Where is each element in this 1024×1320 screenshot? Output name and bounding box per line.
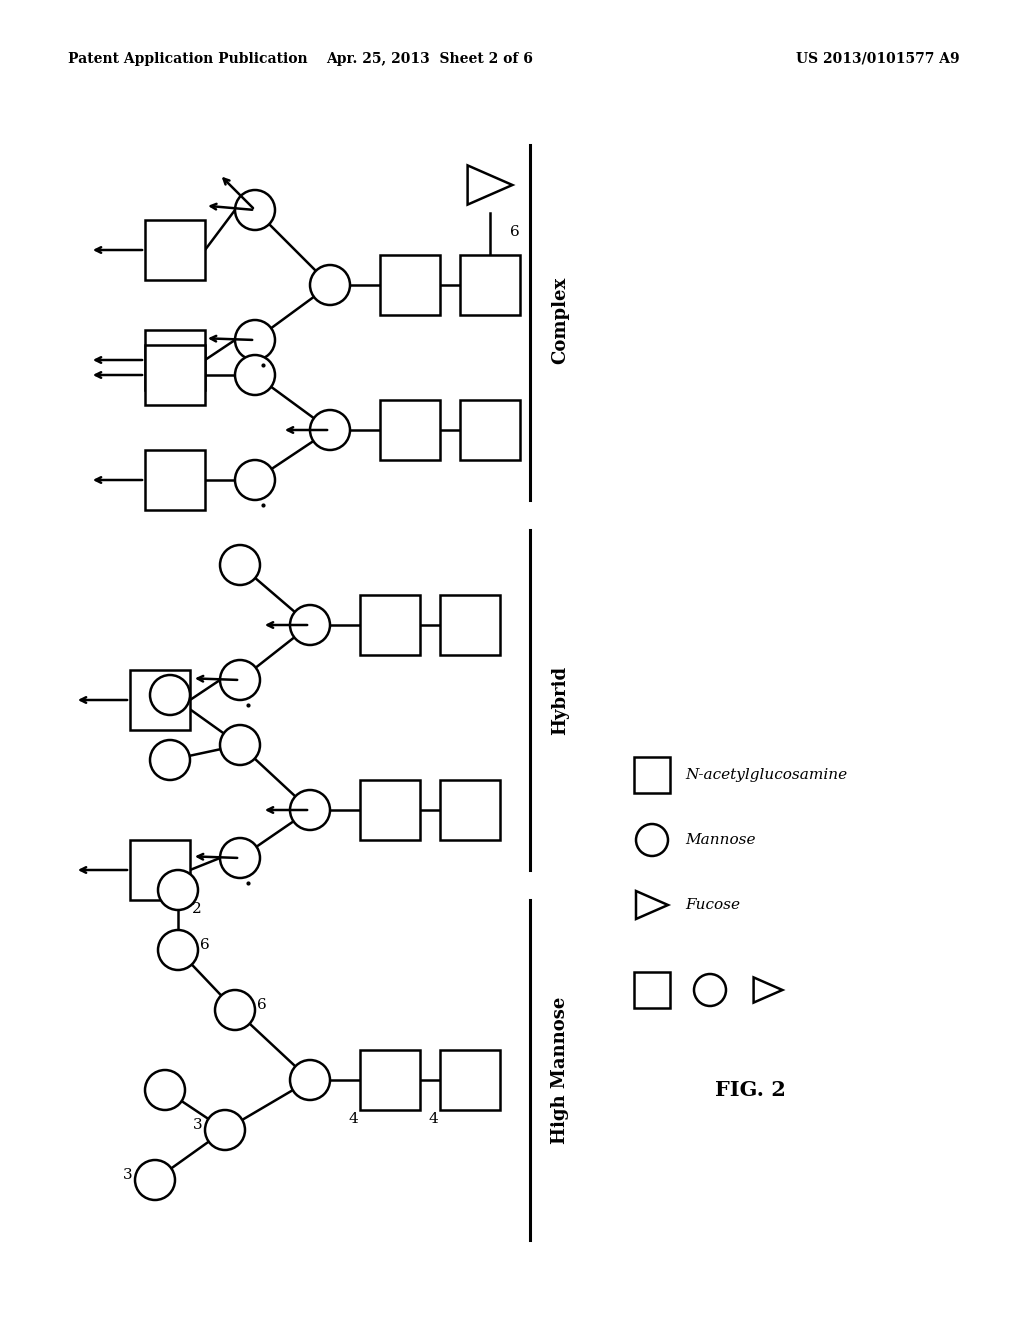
Circle shape	[158, 870, 198, 909]
Bar	[360, 780, 420, 840]
Circle shape	[290, 789, 330, 830]
Text: FIG. 2: FIG. 2	[715, 1080, 785, 1100]
Bar	[360, 1049, 420, 1110]
Text: 3: 3	[194, 1118, 203, 1133]
Bar	[440, 1049, 500, 1110]
Bar	[440, 780, 500, 840]
Circle shape	[205, 1110, 245, 1150]
Circle shape	[234, 355, 275, 395]
Text: 6: 6	[510, 224, 520, 239]
Polygon shape	[468, 165, 512, 205]
Text: N-acetylglucosamine: N-acetylglucosamine	[685, 768, 847, 781]
Polygon shape	[636, 891, 668, 919]
Circle shape	[215, 990, 255, 1030]
Circle shape	[220, 838, 260, 878]
Bar	[460, 400, 520, 459]
Bar	[380, 400, 440, 459]
Text: Patent Application Publication: Patent Application Publication	[68, 51, 307, 66]
Text: Complex: Complex	[551, 276, 569, 363]
Bar	[634, 972, 670, 1008]
Text: Mannose: Mannose	[685, 833, 756, 847]
Bar	[460, 255, 520, 315]
Circle shape	[310, 411, 350, 450]
Circle shape	[234, 190, 275, 230]
Text: 3: 3	[123, 1168, 133, 1181]
Circle shape	[310, 265, 350, 305]
Bar	[440, 595, 500, 655]
Polygon shape	[754, 977, 782, 1003]
Text: High Mannose: High Mannose	[551, 997, 569, 1143]
Circle shape	[158, 931, 198, 970]
Bar	[145, 450, 205, 510]
Text: 6: 6	[257, 998, 266, 1012]
Circle shape	[150, 675, 190, 715]
Circle shape	[220, 660, 260, 700]
Circle shape	[290, 1060, 330, 1100]
Bar	[145, 330, 205, 389]
Bar	[360, 595, 420, 655]
Text: Apr. 25, 2013  Sheet 2 of 6: Apr. 25, 2013 Sheet 2 of 6	[327, 51, 534, 66]
Text: US 2013/0101577 A9: US 2013/0101577 A9	[797, 51, 961, 66]
Circle shape	[135, 1160, 175, 1200]
Text: 2: 2	[193, 902, 202, 916]
Bar	[380, 255, 440, 315]
Circle shape	[220, 545, 260, 585]
Circle shape	[220, 725, 260, 766]
Text: Fucose: Fucose	[685, 898, 740, 912]
Circle shape	[234, 459, 275, 500]
Circle shape	[694, 974, 726, 1006]
Circle shape	[636, 824, 668, 855]
Bar	[145, 345, 205, 405]
Text: 4: 4	[428, 1111, 438, 1126]
Text: 6: 6	[200, 939, 210, 952]
Circle shape	[145, 1071, 185, 1110]
Bar	[634, 756, 670, 793]
Circle shape	[234, 319, 275, 360]
Bar	[145, 220, 205, 280]
Circle shape	[150, 741, 190, 780]
Bar	[130, 840, 190, 900]
Circle shape	[290, 605, 330, 645]
Bar	[130, 671, 190, 730]
Text: Hybrid: Hybrid	[551, 665, 569, 734]
Text: 4: 4	[348, 1111, 358, 1126]
